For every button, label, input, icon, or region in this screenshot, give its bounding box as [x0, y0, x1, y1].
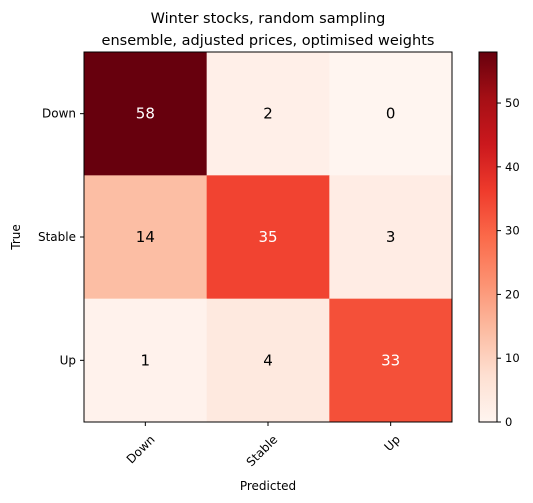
chart-title-line-1: Winter stocks, random sampling	[151, 11, 386, 27]
colorbar-tick-label: 40	[505, 160, 520, 174]
heatmap-cell-label: 33	[381, 351, 400, 369]
heatmap-cell	[329, 175, 453, 300]
heatmap-cell-label: 4	[263, 351, 273, 369]
colorbar	[478, 51, 498, 423]
y-tick-label: Up	[60, 353, 76, 367]
heatmap-cell-label: 14	[136, 228, 155, 246]
x-tick-label: Down	[124, 432, 158, 466]
y-axis-label: True	[9, 224, 23, 251]
y-axis-ticks: Down Stable Up	[38, 107, 84, 367]
heatmap-cell	[206, 52, 330, 176]
heatmap-cell	[206, 298, 330, 423]
heatmap-cell-label: 1	[141, 351, 151, 369]
x-axis-ticks: Down Stable Up	[124, 422, 403, 469]
heatmap-cell-label: 3	[386, 228, 396, 246]
x-tick-label: Stable	[244, 432, 281, 469]
heatmap-cell	[84, 175, 208, 300]
colorbar-tick-label: 0	[505, 415, 512, 429]
colorbar-tick-label: 30	[505, 224, 520, 238]
colorbar-tick-label: 50	[505, 96, 520, 110]
heatmap-cell	[84, 52, 208, 176]
x-axis-label: Predicted	[240, 479, 296, 493]
heatmap-cell-label: 58	[136, 105, 155, 123]
heatmap-cell-label: 0	[386, 105, 396, 123]
colorbar-ticks: 0 10 20 30 40 50	[497, 96, 520, 429]
chart-title-line-2: ensemble, adjusted prices, optimised wei…	[102, 33, 435, 49]
y-tick-label: Down	[42, 107, 76, 121]
heatmap-cell-label: 2	[263, 105, 273, 123]
heatmap-cells	[84, 52, 453, 423]
heatmap-cell-labels: 58 2 014 35 31 4 33	[136, 105, 400, 370]
heatmap-cell	[206, 175, 330, 300]
heatmap-cell	[329, 298, 453, 423]
colorbar-tick-label: 20	[505, 287, 520, 301]
heatmap-cell	[84, 298, 208, 423]
heatmap-cell-label: 35	[258, 228, 277, 246]
y-tick-label: Stable	[38, 230, 76, 244]
colorbar-tick-label: 10	[505, 351, 520, 365]
heatmap-cell	[329, 52, 453, 176]
x-tick-label: Up	[382, 432, 404, 454]
